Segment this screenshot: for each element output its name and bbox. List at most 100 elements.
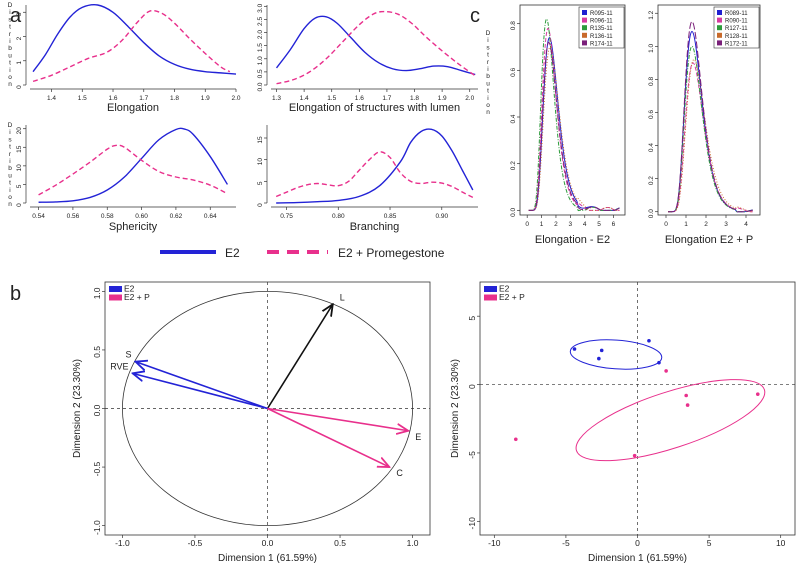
b1-vector-RVE [133, 373, 268, 410]
a4-series-e2p [275, 151, 474, 198]
b1-vector-label-L: L [340, 292, 345, 302]
a2-xtick-label: 1.3 [272, 95, 281, 102]
b2-point-e2p [664, 369, 668, 373]
c1-xtick-label: 1 [540, 221, 544, 228]
c1-ytick-label: 0.0 [510, 207, 517, 216]
b2-legend-label-e2p: E2 + P [499, 292, 525, 302]
c2-xtick-label: 0 [664, 221, 668, 228]
a1-ytick-label: 3 [16, 12, 23, 16]
c1-xtick-label: 5 [597, 221, 601, 228]
c2-ytick-label: 1.2 [648, 10, 655, 19]
c2-series-R090-11 [668, 62, 753, 213]
a3-series-e2 [38, 127, 229, 203]
b1-ytick-label: 1.0 [92, 287, 102, 299]
b2-point-e2p [684, 393, 688, 398]
b1-ytick-label: 0.0 [92, 404, 102, 416]
c2-xtick-label: 2 [704, 221, 708, 228]
a4-ytick-label: 0 [257, 203, 264, 207]
a3-ytick-label: 0 [16, 203, 23, 207]
c1-legend-swatch [582, 32, 587, 38]
a2-xtick-label: 1.7 [382, 95, 391, 102]
b1-xtick-label: 1.0 [407, 538, 419, 548]
b2-xtick-label: 10 [776, 538, 786, 548]
a3-ytick-label: 5 [16, 184, 23, 188]
c2-ytick-label: 0.4 [648, 143, 655, 152]
c1-legend-label: R095-11 [590, 11, 613, 17]
a2-xlabel: Elongation of structures with lumen [289, 102, 460, 114]
a2-xtick-label: 1.4 [300, 95, 309, 102]
b2-point-e2 [647, 339, 651, 343]
b1-vector-E [267, 407, 409, 431]
a1-series-e2 [32, 4, 237, 75]
b2-ytick-label: 5 [467, 316, 477, 321]
b2-xtick-label: 5 [707, 538, 712, 548]
b1-legend-swatch-e2p [109, 294, 122, 301]
c2-xtick-label: 1 [684, 221, 688, 228]
panel-b1: -1.0 -0.5 0.0 0.5 1.0 -1.0 -0.5 0.0 0.5 1.0 Dimens… [72, 281, 431, 564]
c1-legend-swatch [582, 40, 587, 46]
b2-ytick-label: 0 [467, 384, 477, 389]
c1-xtick-label: 2 [554, 221, 558, 228]
a1-ytick-label: 0 [16, 85, 23, 89]
panel-c2: 0 1 2 3 4 0.0 0.2 0.4 0.6 0.8 1.0 1.2 Elongation E2 … [648, 4, 761, 246]
a2-series-e2 [275, 15, 476, 76]
b1-xtick-label: 0.5 [334, 538, 346, 548]
a4-ytick-label: 5 [257, 181, 264, 185]
b2-point-e2 [599, 348, 604, 353]
c1-legend-label: R096-11 [590, 19, 613, 25]
a4-xtick-label: 0.75 [280, 213, 293, 220]
b2-xtick-label: 0 [635, 538, 640, 548]
c1-legend-swatch [582, 10, 587, 15]
b2-legend-swatch-e2 [484, 286, 497, 292]
b2-xlabel: Dimension 1 (61.59%) [588, 553, 687, 564]
a2-ytick-label: 0.0 [257, 82, 264, 91]
a2-xtick-label: 1.5 [327, 95, 336, 102]
b2-point-e2 [597, 356, 601, 361]
b2-xtick-label: -10 [488, 538, 501, 548]
b1-xtick-label: -1.0 [115, 538, 130, 548]
a1-xtick-label: 1.5 [78, 95, 87, 102]
panel-letter-a: a [10, 5, 22, 27]
a1-ytick-label: 2 [16, 36, 23, 40]
b1-ylabel: Dimension 2 (23.30%) [72, 359, 83, 458]
b2-point-e2p [513, 437, 518, 442]
a3-xtick-label: 0.58 [101, 213, 114, 220]
c2-legend-label: R090-11 [725, 19, 748, 25]
c2-xtick-label: 3 [724, 221, 728, 228]
panel-a1: 1.4 1.5 1.6 1.7 1.8 1.9 2.0 0 1 2 3 Elongation D i s t r… [8, 2, 241, 114]
b2-point-e2p [632, 453, 637, 458]
b1-legend-swatch-e2 [109, 286, 122, 292]
a4-xtick-label: 0.80 [332, 213, 345, 220]
c2-ytick-label: 1.0 [648, 43, 655, 52]
a4-ytick-label: 15 [257, 136, 264, 144]
b2-xtick-label: -5 [562, 538, 570, 548]
a3-xtick-label: 0.56 [67, 213, 80, 220]
b1-vector-label-S: S [125, 350, 131, 360]
c2-series-R172-11 [668, 21, 753, 213]
c1-frame [519, 4, 626, 216]
a1-xtick-label: 1.8 [170, 95, 179, 102]
c2-xlabel: Elongation E2 + P [665, 234, 753, 246]
legend-a: E2 E2 + Promegestone [160, 246, 445, 260]
c1-xtick-label: 4 [583, 221, 587, 228]
b2-ellipse-e2p [575, 379, 766, 462]
b1-xlabel: Dimension 1 (61.59%) [218, 553, 317, 564]
c1-xtick-label: 6 [612, 221, 616, 228]
c1-ytick-label: 0.6 [510, 67, 517, 76]
a4-xlabel: Branching [350, 221, 400, 233]
c2-series-R089-11 [668, 30, 753, 213]
c1-series-R096-11 [528, 27, 620, 211]
a1-xtick-label: 2.0 [231, 95, 240, 102]
b1-vector-C [267, 407, 390, 468]
c2-legend-label: R089-11 [725, 11, 748, 17]
b2-ylabel: Dimension 2 (23.30%) [450, 359, 461, 458]
panel-a3: 0.54 0.56 0.58 0.60 0.62 0.64 0 5 10 15 20 Spherici… [8, 122, 236, 233]
c1-legend-swatch [582, 17, 587, 23]
b1-vector-label-E: E [415, 432, 421, 442]
b1-vector-label-RVE: RVE [110, 361, 128, 371]
c1-ytick-label: 0.2 [510, 161, 517, 170]
b1-unit-circle [122, 290, 413, 527]
a1-xlabel: Elongation [107, 102, 159, 114]
